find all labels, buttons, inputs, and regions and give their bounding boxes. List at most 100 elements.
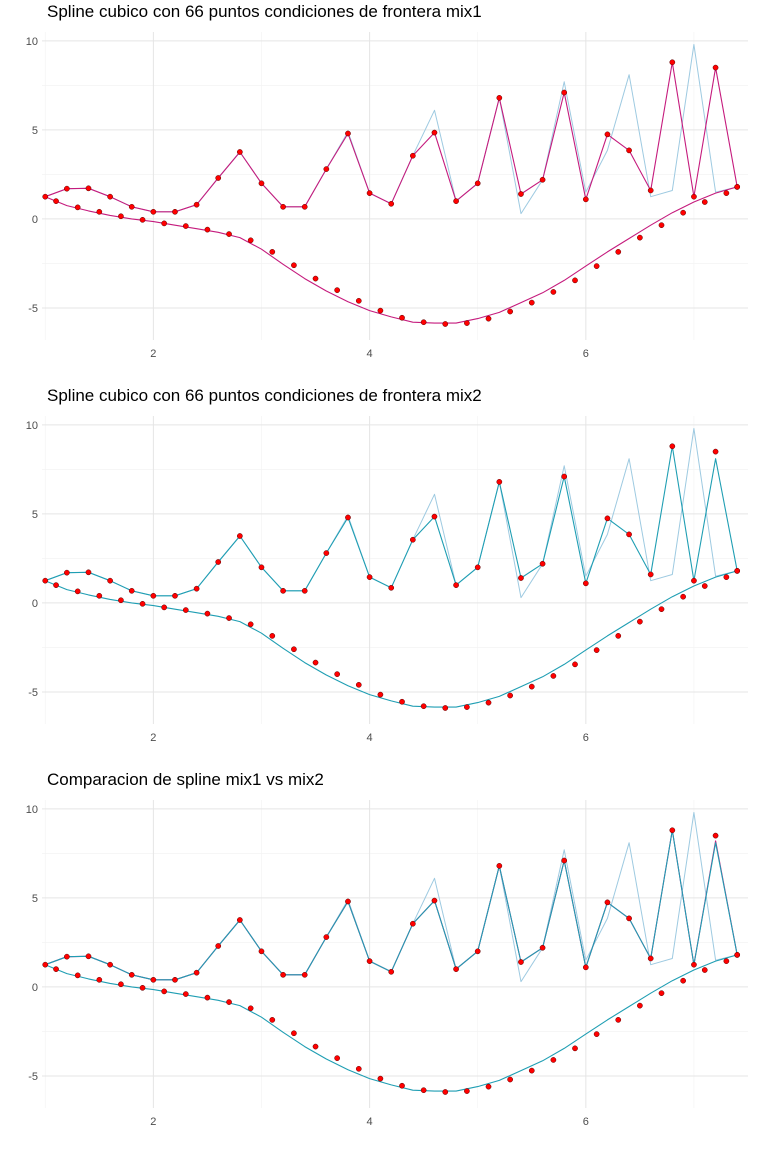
data-point	[420, 319, 427, 326]
data-point	[226, 231, 232, 237]
data-point	[615, 1017, 622, 1023]
data-point	[204, 994, 211, 1001]
data-point	[420, 703, 427, 710]
data-point	[355, 1065, 362, 1072]
data-point	[96, 208, 103, 215]
data-point	[53, 582, 59, 588]
data-point	[550, 289, 557, 295]
data-point	[582, 580, 589, 587]
data-point	[377, 1075, 384, 1082]
data-point	[96, 976, 103, 983]
data-point	[604, 131, 611, 138]
data-point	[247, 1005, 254, 1012]
data-point	[453, 198, 459, 204]
data-point	[64, 185, 70, 192]
data-point	[64, 953, 70, 960]
data-point	[312, 659, 319, 666]
y-tick-label: 10	[26, 420, 38, 432]
data-point	[237, 149, 243, 155]
series-line-spline-mix2	[44, 954, 738, 1092]
data-point	[280, 971, 286, 978]
data-point	[74, 588, 81, 595]
data-point	[691, 193, 697, 200]
data-point	[334, 1055, 341, 1062]
data-point	[518, 959, 524, 965]
data-point	[301, 587, 308, 594]
data-point	[301, 971, 308, 978]
y-tick-label: -5	[28, 303, 38, 315]
major-gridlines	[42, 800, 748, 1108]
data-point	[85, 185, 92, 192]
chart-plot: 2 4 6 -5 0 5 10	[26, 800, 748, 1128]
data-point	[669, 827, 676, 834]
data-point	[647, 571, 654, 578]
data-point	[485, 1083, 492, 1090]
data-point	[734, 568, 741, 574]
data-point	[409, 536, 416, 543]
data-point	[193, 585, 200, 592]
data-point	[442, 1089, 449, 1095]
data-point	[237, 533, 243, 539]
data-point	[518, 575, 524, 581]
data-point	[107, 193, 113, 200]
data-point	[150, 208, 157, 215]
data-point	[42, 193, 49, 200]
data-point	[637, 618, 643, 625]
data-point	[431, 897, 438, 904]
data-point	[182, 607, 189, 613]
data-point	[334, 287, 341, 294]
data-point	[582, 196, 589, 203]
data-point	[615, 633, 622, 639]
data-point	[691, 961, 697, 968]
data-point	[680, 593, 686, 600]
data-point	[399, 698, 405, 705]
x-tick-label: 6	[583, 732, 589, 744]
data-point	[593, 647, 600, 653]
data-point	[172, 208, 178, 215]
data-point	[442, 705, 449, 711]
data-point	[712, 832, 719, 839]
series-line-spline-mix1	[45, 61, 738, 213]
chart-plot: 2 4 6 -5 0 5 10	[26, 416, 748, 744]
data-point	[528, 299, 535, 306]
data-point	[345, 898, 351, 905]
y-tick-label: 5	[32, 893, 38, 905]
series-line-true-function	[45, 812, 738, 983]
data-point	[182, 223, 189, 229]
chart-panel-comparison: Comparacion de spline mix1 vs mix2 2 4 6 -5…	[0, 768, 768, 1152]
y-tick-label: 10	[26, 36, 38, 48]
data-point	[366, 574, 373, 580]
data-point	[528, 683, 535, 690]
data-point	[550, 673, 557, 679]
data-point	[280, 587, 286, 594]
data-point	[626, 915, 632, 922]
data-point	[258, 948, 265, 955]
data-point	[128, 971, 135, 978]
data-point	[604, 515, 611, 522]
data-point	[647, 955, 654, 962]
y-tick-label: 5	[32, 125, 38, 137]
series-line-spline-mix2	[45, 829, 738, 981]
data-points	[42, 827, 741, 1095]
data-point	[680, 209, 686, 216]
data-point	[550, 1057, 557, 1063]
x-tick-label: 2	[150, 732, 156, 744]
data-point	[334, 671, 341, 678]
data-point	[193, 969, 200, 976]
x-tick-label: 6	[583, 348, 589, 360]
data-point	[723, 190, 730, 196]
y-tick-label: 5	[32, 509, 38, 521]
data-point	[561, 89, 568, 96]
data-point	[258, 180, 265, 187]
data-point	[269, 633, 276, 639]
data-point	[582, 964, 589, 971]
data-point	[431, 129, 438, 136]
data-point	[258, 564, 265, 571]
data-point	[409, 152, 416, 159]
data-point	[85, 569, 92, 576]
data-point	[215, 559, 222, 565]
data-point	[215, 175, 222, 181]
data-point	[572, 1045, 578, 1052]
major-gridlines	[42, 32, 748, 340]
data-point	[237, 917, 243, 923]
